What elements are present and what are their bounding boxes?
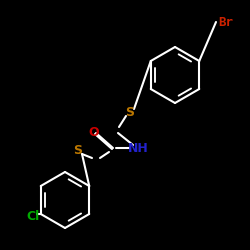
Text: S: S <box>74 144 82 156</box>
Text: O: O <box>89 126 99 138</box>
Text: Cl: Cl <box>26 210 40 222</box>
Text: Br: Br <box>218 16 233 28</box>
Text: S: S <box>126 106 134 118</box>
Text: NH: NH <box>128 142 148 154</box>
